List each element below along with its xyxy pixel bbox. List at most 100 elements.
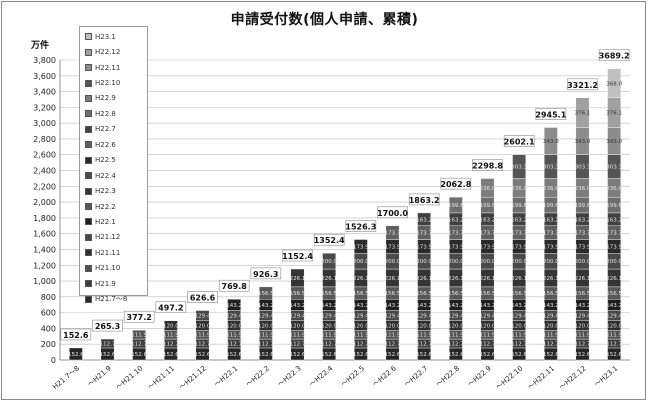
bar-segment bbox=[512, 154, 527, 179]
total-value-label: 2945.1 bbox=[535, 110, 566, 119]
legend-label: H22.9 bbox=[95, 94, 116, 103]
segment-value-label: 173.9 bbox=[353, 244, 369, 250]
segment-value-label: 129.4 bbox=[416, 314, 432, 320]
segment-value-label: 200.0 bbox=[416, 259, 432, 265]
legend: H23.1 H22.12 H22.11 H22.10 H22.9 H22.8 H22.7 H2… bbox=[79, 26, 148, 303]
segment-value-label: 152.6 bbox=[195, 352, 211, 358]
total-label-box bbox=[155, 301, 187, 314]
total-label-box bbox=[313, 233, 345, 246]
segment-value-label: 226.1 bbox=[606, 276, 622, 282]
segment-value-label: 111.9 bbox=[195, 333, 211, 339]
segment-value-label: 152.6 bbox=[543, 352, 559, 358]
segment-value-label: 173.9 bbox=[416, 244, 432, 250]
legend-label: H23.1 bbox=[95, 32, 116, 41]
segment-value-label: 200.0 bbox=[575, 259, 591, 265]
segment-value-label: 226.1 bbox=[416, 276, 432, 282]
legend-label: H21.7～8 bbox=[95, 295, 128, 304]
segment-value-label: 143.2 bbox=[321, 303, 337, 309]
segment-value-label: 152.6 bbox=[258, 352, 274, 358]
legend-swatch bbox=[85, 33, 92, 41]
segment-value-label: 226.1 bbox=[543, 276, 559, 282]
segment-value-label: 111.9 bbox=[480, 333, 496, 339]
bar-segment bbox=[290, 268, 305, 288]
segment-value-label: 226.1 bbox=[353, 276, 369, 282]
segment-value-label: 163.2 bbox=[511, 217, 527, 223]
total-value-label: 3321.2 bbox=[567, 81, 598, 90]
total-label-box bbox=[187, 291, 218, 303]
segment-value-label: 129.4 bbox=[511, 314, 527, 320]
segment-value-label: 200.0 bbox=[543, 259, 559, 265]
segment-value-label: 112.7 bbox=[543, 342, 559, 348]
segment-value-label: 173.9 bbox=[480, 244, 496, 250]
legend-swatch bbox=[85, 218, 92, 226]
segment-value-label: 120.0 bbox=[575, 323, 591, 329]
legend-label: H21.9 bbox=[95, 279, 116, 288]
total-value-label: 626.6 bbox=[190, 294, 216, 303]
segment-value-label: 156.5 bbox=[511, 291, 527, 297]
bar-segment bbox=[353, 239, 368, 254]
segment-value-label: 156.5 bbox=[290, 291, 306, 297]
segment-value-label: 173.7 bbox=[480, 231, 496, 237]
segment-value-label: 143.2 bbox=[385, 303, 401, 309]
legend-label: H22.10 bbox=[95, 79, 121, 88]
segment-value-label: 152.6 bbox=[353, 352, 369, 358]
legend-item: H22.4 bbox=[80, 168, 147, 183]
segment-value-label: 129.4 bbox=[226, 314, 242, 320]
segment-value-label: 152.6 bbox=[480, 352, 496, 358]
segment-value-label: 226.1 bbox=[448, 276, 464, 282]
legend-item: H21.10 bbox=[80, 261, 147, 276]
legend-label: H22.5 bbox=[95, 156, 116, 165]
segment-value-label: 120.0 bbox=[258, 323, 274, 329]
segment-value-label: 303.3 bbox=[543, 165, 559, 171]
legend-item: H22.3 bbox=[80, 183, 147, 198]
y-tick-label: 2,400 bbox=[33, 167, 56, 176]
segment-value-label: 111.9 bbox=[385, 333, 401, 339]
segment-value-label: 200.0 bbox=[480, 259, 496, 265]
y-tick-label: 1,600 bbox=[33, 230, 56, 239]
segment-value-label: 112.7 bbox=[448, 342, 464, 348]
x-tick-label: ～H22.2 bbox=[245, 364, 271, 388]
legend-swatch bbox=[85, 264, 92, 272]
segment-value-label: 163.2 bbox=[543, 217, 559, 223]
legend-label: H22.2 bbox=[95, 202, 116, 211]
segment-value-label: 156.5 bbox=[575, 291, 591, 297]
segment-value-label: 152.6 bbox=[163, 352, 179, 358]
segment-value-label: 173.9 bbox=[543, 244, 559, 250]
segment-value-label: 199.6 bbox=[448, 203, 464, 209]
total-value-label: 1700.0 bbox=[377, 209, 408, 218]
segment-value-label: 173.9 bbox=[448, 244, 464, 250]
segment-value-label: 143.2 bbox=[353, 303, 369, 309]
segment-value-label: 236.0 bbox=[480, 186, 496, 192]
segment-value-label: 112.7 bbox=[100, 342, 116, 348]
x-tick-label: H21.7～8 bbox=[51, 364, 81, 391]
segment-value-label: 112.7 bbox=[195, 342, 211, 348]
segment-value-label: 120.0 bbox=[353, 323, 369, 329]
y-tick-label: 3,600 bbox=[33, 72, 56, 81]
segment-value-label: 120.0 bbox=[416, 323, 432, 329]
total-value-label: 3689.2 bbox=[599, 52, 630, 61]
total-label-box bbox=[218, 279, 250, 292]
segment-value-label: 200.0 bbox=[385, 259, 401, 265]
segment-value-label: 111.9 bbox=[511, 333, 527, 339]
segment-value-label: 173.9 bbox=[511, 244, 527, 250]
x-tick-label: ～H22.10 bbox=[495, 364, 525, 391]
y-tick-label: 200 bbox=[41, 340, 56, 349]
total-value-label: 377.2 bbox=[127, 313, 152, 322]
legend-swatch bbox=[85, 110, 92, 118]
legend-item: H22.7 bbox=[80, 122, 147, 137]
legend-swatch bbox=[85, 156, 92, 164]
segment-value-label: 236.0 bbox=[606, 186, 622, 192]
legend-label: H22.1 bbox=[95, 217, 116, 226]
bar-segment bbox=[163, 320, 178, 331]
bar-segment bbox=[227, 299, 242, 311]
segment-value-label: 129.4 bbox=[290, 314, 306, 320]
total-value-label: 2062.8 bbox=[440, 180, 471, 189]
segment-value-label: 111.9 bbox=[575, 333, 591, 339]
bar-segment bbox=[607, 68, 622, 98]
segment-value-label: 152.6 bbox=[448, 352, 464, 358]
y-tick-label: 2,800 bbox=[33, 135, 56, 144]
legend-label: H22.4 bbox=[95, 171, 116, 180]
segment-value-label: 112.7 bbox=[258, 342, 274, 348]
segment-value-label: 156.5 bbox=[385, 291, 401, 297]
